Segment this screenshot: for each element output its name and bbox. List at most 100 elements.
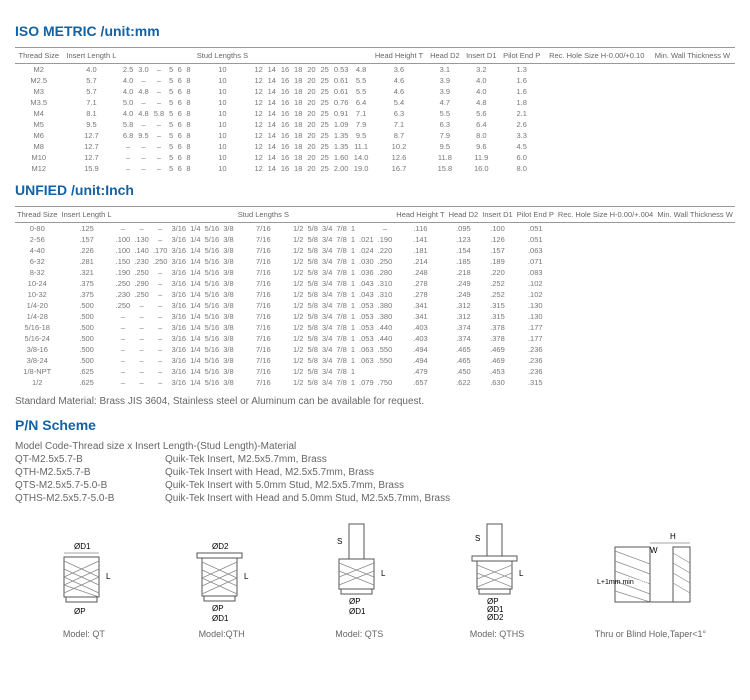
col-header xyxy=(334,207,348,223)
col-header: Pilot End P xyxy=(500,48,544,64)
pn-line: QT-M2.5x5.7-BQuik-Tek Insert, M2.5x5.7mm… xyxy=(15,454,735,465)
col-header xyxy=(320,207,334,223)
table-row: 1/4-28.500–––3/161/45/163/87/161/25/83/4… xyxy=(15,311,735,322)
svg-text:L+1mm min: L+1mm min xyxy=(597,579,634,586)
table-row: 10-24.375.250.290–3/161/45/163/87/161/25… xyxy=(15,278,735,289)
table-row: M48.14.04.85.8568101214161820250.917.16.… xyxy=(15,108,735,119)
diagram-qths: S L ØP ØD1 ØD2 Model: QTHS xyxy=(457,519,537,639)
col-header: Head Height T xyxy=(394,207,446,223)
col-header xyxy=(188,207,202,223)
col-header: Insert Length L xyxy=(60,207,114,223)
pn-line: QTS-M2.5x5.7-5.0-BQuik-Tek Insert with 5… xyxy=(15,480,735,491)
svg-text:ØD1: ØD1 xyxy=(349,607,366,616)
col-header: Insert D1 xyxy=(463,48,500,64)
pn-subtitle: Model Code-Thread size x Insert Length-(… xyxy=(15,441,735,452)
pn-line: QTH-M2.5x5.7-BQuik-Tek Insert with Head,… xyxy=(15,467,735,478)
svg-text:S: S xyxy=(337,537,342,546)
svg-text:ØP: ØP xyxy=(212,604,224,613)
col-header xyxy=(151,207,170,223)
svg-text:W: W xyxy=(650,546,658,555)
table-row: 10-32.375.230.250–3/161/45/163/87/161/25… xyxy=(15,289,735,300)
diagrams-row: ØD1 L ØP Model: QT ØD2 L ØP ØD1 Model:QT… xyxy=(15,519,735,639)
iso-table: Thread SizeInsert Length L Stud Lengths S… xyxy=(15,47,735,174)
svg-text:L: L xyxy=(244,572,249,581)
col-header: Thread Size xyxy=(15,207,60,223)
svg-text:H: H xyxy=(670,532,676,541)
table-row: 2-56.157.100.130–3/161/45/163/87/161/25/… xyxy=(15,234,735,245)
svg-text:ØP: ØP xyxy=(349,597,361,606)
table-row: M59.55.8––568101214161820251.097.97.16.3… xyxy=(15,119,735,130)
col-header xyxy=(170,207,189,223)
col-header xyxy=(376,207,395,223)
material-note: Standard Material: Brass JIS 3604, Stain… xyxy=(15,396,735,407)
col-header xyxy=(349,207,357,223)
table-row: M3.57.15.0––568101214161820250.766.45.44… xyxy=(15,97,735,108)
unified-table: Thread SizeInsert Length L Stud Lengths S… xyxy=(15,206,735,388)
col-header: Head D2 xyxy=(427,48,463,64)
col-header xyxy=(291,207,305,223)
svg-text:ØP: ØP xyxy=(74,607,86,616)
col-header xyxy=(120,48,135,64)
table-row: 6-32.281.150.230.2503/161/45/163/87/161/… xyxy=(15,256,735,267)
table-row: M35.74.04.8–568101214161820250.615.54.63… xyxy=(15,86,735,97)
table-row: 1/2.625–––3/161/45/163/87/161/25/83/47/8… xyxy=(15,377,735,388)
table-row: M2.55.74.0––568101214161820250.615.54.63… xyxy=(15,75,735,86)
col-header xyxy=(305,207,319,223)
diagram-hole: H W L+1mm min L+1mm min Thru or Blind Ho… xyxy=(595,529,706,639)
diagram-qts: S L ØP ØD1 Model: QTS xyxy=(319,519,399,639)
table-row: 4-40.226.100.140.1703/161/45/163/87/161/… xyxy=(15,245,735,256)
pn-line: QTHS-M2.5x5.7-5.0-BQuik-Tek Insert with … xyxy=(15,493,735,504)
col-header: Stud Lengths S xyxy=(193,48,252,64)
col-header xyxy=(184,48,193,64)
col-header xyxy=(252,48,265,64)
svg-text:ØD2: ØD2 xyxy=(212,542,229,551)
col-header xyxy=(265,48,278,64)
col-header xyxy=(203,207,222,223)
table-row: 1/4-20.500.250––3/161/45/163/87/161/25/8… xyxy=(15,300,735,311)
svg-text:S: S xyxy=(475,534,480,543)
table-row: 0-80.125–––3/161/45/163/87/161/25/83/47/… xyxy=(15,223,735,235)
table-row: M612.76.89.5–568101214161820251.359.58.7… xyxy=(15,130,735,141)
table-row: 3/8-24.500–––3/161/45/163/87/161/25/83/4… xyxy=(15,355,735,366)
table-row: M24.02.53.0–568101214161820250.534.83.63… xyxy=(15,64,735,76)
table-row: 1/8-NPT.625–––3/161/45/163/87/161/25/83/… xyxy=(15,366,735,377)
iso-title: ISO METRIC /unit:mm xyxy=(15,23,735,39)
col-header xyxy=(151,48,166,64)
diagram-qt: ØD1 L ØP Model: QT xyxy=(44,539,124,639)
col-header xyxy=(357,207,376,223)
col-header: Insert Length L xyxy=(63,48,121,64)
unified-title: UNFIED /unit:Inch xyxy=(15,182,735,198)
table-row: 5/16-18.500–––3/161/45/163/87/161/25/83/… xyxy=(15,322,735,333)
table-row: 3/8-16.500–––3/161/45/163/87/161/25/83/4… xyxy=(15,344,735,355)
pn-title: P/N Scheme xyxy=(15,417,735,433)
col-header: Rec. Hole Size H-0.00/+0.10 xyxy=(544,48,650,64)
col-header: Head Height T xyxy=(371,48,427,64)
col-header xyxy=(318,48,331,64)
col-header xyxy=(132,207,151,223)
table-row: M812.7–––568101214161820251.3511.110.29.… xyxy=(15,141,735,152)
col-header: Pilot End P xyxy=(515,207,556,223)
svg-text:L: L xyxy=(519,569,524,578)
table-row: M1215.9–––568101214161820252.0019.016.71… xyxy=(15,163,735,174)
col-header xyxy=(305,48,318,64)
col-header: Min. Wall Thickness W xyxy=(655,207,735,223)
svg-text:L: L xyxy=(106,572,111,581)
col-header xyxy=(278,48,291,64)
col-header: Insert D1 xyxy=(480,207,514,223)
col-header: Thread Size xyxy=(15,48,63,64)
table-row: M1012.7–––568101214161820251.6014.012.61… xyxy=(15,152,735,163)
col-header xyxy=(292,48,305,64)
col-header: Min. Wall Thickness W xyxy=(650,48,735,64)
table-row: 8-32.321.190.250–3/161/45/163/87/161/25/… xyxy=(15,267,735,278)
col-header xyxy=(331,48,351,64)
svg-text:ØD1: ØD1 xyxy=(212,614,229,623)
svg-text:ØD2: ØD2 xyxy=(487,613,504,622)
col-header xyxy=(114,207,133,223)
col-header xyxy=(175,48,184,64)
col-header xyxy=(351,48,371,64)
col-header xyxy=(167,48,176,64)
col-header: Stud Lengths S xyxy=(236,207,291,223)
table-row: 5/16-24.500–––3/161/45/163/87/161/25/83/… xyxy=(15,333,735,344)
col-header: Head D2 xyxy=(447,207,481,223)
svg-text:ØD1: ØD1 xyxy=(74,542,91,551)
